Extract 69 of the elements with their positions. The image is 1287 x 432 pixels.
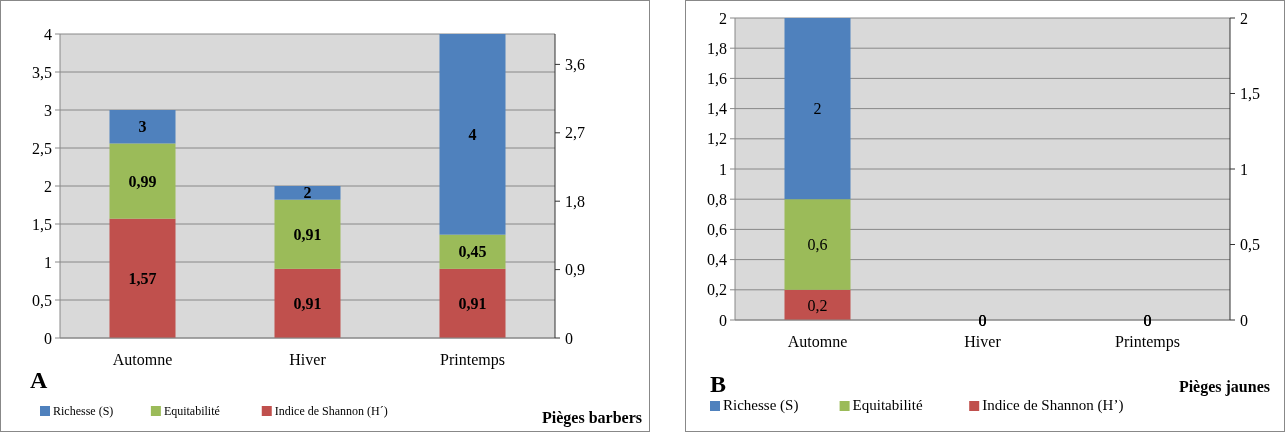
total-label: 3: [138, 118, 147, 136]
text: B: [710, 371, 727, 397]
total-label: 0: [1143, 311, 1152, 329]
total-label: 2: [813, 100, 822, 118]
y-tick-label: 0,2: [707, 281, 727, 299]
y-tick-label: 4: [44, 25, 52, 43]
legend-label: Equitabilité: [163, 404, 220, 418]
legend-label: Richesse (S): [53, 404, 114, 418]
data-label: 0,91: [293, 295, 322, 313]
y2-tick-label: 0,9: [565, 261, 585, 279]
y-tick-label: 3,5: [32, 63, 52, 81]
data-label: 0,2: [807, 296, 828, 314]
y2-tick-label: 0,5: [1240, 236, 1260, 254]
text: Pièges barbers: [542, 409, 642, 427]
x-tick-label: Automne: [112, 351, 173, 368]
y-tick-label: 0,4: [707, 251, 727, 269]
y-tick-label: 1,8: [707, 39, 727, 57]
y-tick-label: 2,5: [32, 139, 52, 157]
bar: [274, 186, 341, 200]
y2-tick-label: 2: [1240, 9, 1248, 27]
bar: [109, 218, 176, 338]
data-label: 0,45: [458, 243, 487, 261]
y-tick-label: 1,5: [32, 215, 52, 233]
bar: [439, 34, 506, 235]
y2-tick-label: 1,8: [565, 192, 585, 210]
y-tick-label: 0,5: [32, 291, 52, 309]
x-tick-label: Hiver: [289, 351, 327, 368]
text: Pièges jaunes: [1178, 378, 1270, 396]
x-tick-label: Automne: [787, 333, 848, 350]
total-label: 2: [303, 184, 312, 202]
y-tick-label: 0: [719, 311, 727, 329]
data-label: 1,57: [128, 269, 157, 287]
y-tick-label: 0: [44, 329, 52, 347]
y2-tick-label: 3,6: [565, 56, 585, 73]
legend-label: Indice de Shannon (H’): [982, 397, 1124, 414]
y-tick-label: 1: [44, 253, 52, 271]
y2-tick-label: 1,5: [1240, 85, 1260, 103]
y-tick-label: 0,8: [707, 190, 727, 208]
bar: [109, 143, 176, 219]
y-tick-label: 1,4: [707, 100, 727, 118]
y-tick-label: 0,6: [707, 221, 727, 238]
legend-label: Equitabilité: [852, 397, 923, 413]
data-label: 0,6: [807, 236, 828, 254]
data-label: 0,91: [293, 225, 322, 243]
y-tick-label: 3: [44, 101, 52, 119]
bar: [439, 234, 506, 269]
y2-tick-label: 2,7: [565, 124, 585, 142]
bar: [109, 110, 176, 144]
legend-label: Richesse (S): [723, 397, 799, 414]
data-label: 0,91: [458, 295, 487, 313]
bar: [439, 268, 506, 338]
y-tick-label: 1: [719, 160, 727, 178]
y-tick-label: 2: [719, 9, 727, 27]
x-tick-label: Printemps: [1115, 333, 1180, 351]
y-tick-label: 1,6: [707, 70, 727, 87]
bar: [274, 268, 341, 338]
y2-tick-label: 1: [1240, 160, 1248, 178]
y-tick-label: 2: [44, 177, 52, 195]
x-tick-label: Hiver: [964, 333, 1002, 350]
data-label: 0,99: [128, 172, 157, 190]
total-label: 0: [978, 311, 987, 329]
legend-label: Indice de Shannon (H´): [274, 404, 388, 418]
total-label: 4: [468, 125, 477, 143]
y2-tick-label: 0: [565, 329, 573, 347]
x-tick-label: Printemps: [440, 351, 505, 369]
text: A: [30, 367, 48, 393]
bar: [274, 199, 341, 269]
y2-tick-label: 0: [1240, 311, 1248, 329]
y-tick-label: 1,2: [707, 130, 727, 148]
